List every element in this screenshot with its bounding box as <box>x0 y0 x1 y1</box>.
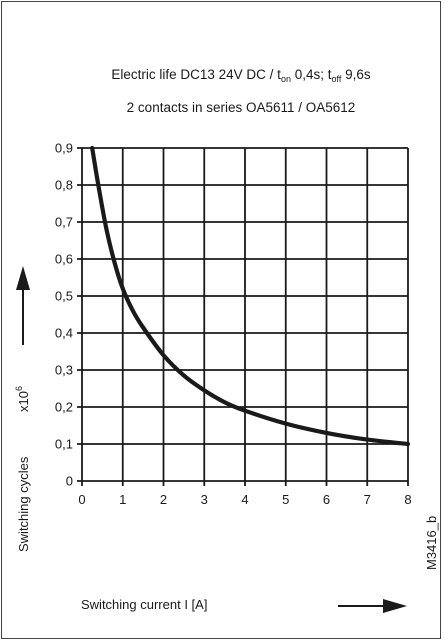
y-axis-arrow-head <box>16 266 30 290</box>
chart-title-line-2: 2 contacts in series OA5611 / OA5612 <box>127 100 356 115</box>
y-tick-label-8: 0,8 <box>55 178 73 193</box>
x-axis-label: Switching current I [A] <box>81 597 207 612</box>
y-axis-multiplier: x106 <box>14 386 31 412</box>
y-tick-label-4: 0,4 <box>55 326 73 341</box>
x-tick-label-7: 7 <box>364 492 371 507</box>
y-tick-label-3: 0,3 <box>55 363 73 378</box>
y-tick-label-5: 0,5 <box>55 289 73 304</box>
figure-code-group: M3416_b <box>424 516 439 570</box>
y-axis-tick-labels: 0 0,1 0,2 0,3 0,4 0,5 0,6 0,7 0,8 0,9 <box>55 141 73 489</box>
y-tick-label-1: 0,1 <box>55 437 73 452</box>
x-tick-label-0: 0 <box>78 492 85 507</box>
x-tick-label-8: 8 <box>404 492 411 507</box>
x-tick-label-2: 2 <box>160 492 167 507</box>
x-tick-label-5: 5 <box>282 492 289 507</box>
y-tick-label-2: 0,2 <box>55 400 73 415</box>
y-tick-label-9: 0,9 <box>55 141 73 156</box>
x-axis-tick-labels: 0 1 2 3 4 5 6 7 8 <box>78 492 411 507</box>
y-axis-label: Switching cycles <box>16 456 31 552</box>
x-tick-label-1: 1 <box>119 492 126 507</box>
chart-title-line-1: Electric life DC13 24V DC / ton 0,4s; to… <box>111 67 370 84</box>
data-series <box>90 145 411 447</box>
x-tick-label-3: 3 <box>201 492 208 507</box>
y-axis-title-group: Switching cycles x106 <box>14 386 31 552</box>
series-line-0 <box>90 145 411 447</box>
y-tick-label-7: 0,7 <box>55 215 73 230</box>
figure-code: M3416_b <box>424 516 439 570</box>
grid <box>77 147 409 486</box>
x-axis-arrow-head <box>383 599 407 613</box>
y-tick-label-6: 0,6 <box>55 252 73 267</box>
x-tick-label-6: 6 <box>323 492 330 507</box>
x-tick-label-4: 4 <box>241 492 248 507</box>
y-tick-label-0: 0 <box>66 474 73 489</box>
